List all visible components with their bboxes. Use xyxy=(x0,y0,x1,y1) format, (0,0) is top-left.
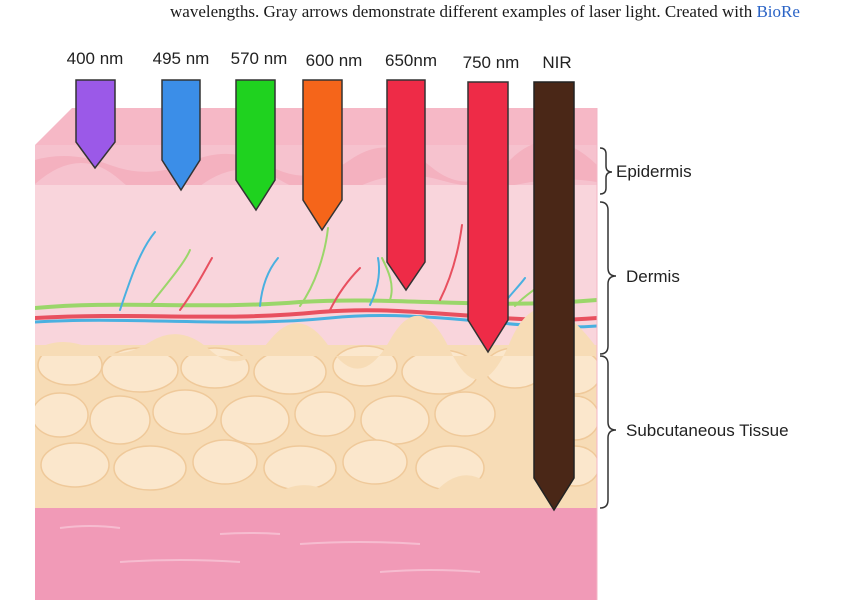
subcutaneous-edge-bottom xyxy=(35,475,597,537)
label-nir: NIR xyxy=(542,53,571,72)
arrow-570nm xyxy=(235,79,276,212)
subcutaneous-bracket xyxy=(599,355,617,509)
subcutaneous-edge-top xyxy=(35,307,597,380)
caption-link[interactable]: BioRe xyxy=(756,2,800,21)
label-400nm: 400 nm xyxy=(67,49,124,68)
label-subcutaneous: Subcutaneous Tissue xyxy=(626,421,789,440)
deep-layer-lines xyxy=(59,525,481,573)
arrow-nir xyxy=(533,81,575,512)
label-dermis: Dermis xyxy=(626,267,680,286)
arrow-495nm xyxy=(161,79,201,192)
deep-layer xyxy=(35,508,597,600)
figure-caption: wavelengths. Gray arrows demonstrate dif… xyxy=(0,0,850,30)
epidermis-bracket xyxy=(599,147,613,195)
arrow-650nm xyxy=(386,79,426,292)
light-arrows xyxy=(75,79,575,512)
label-650nm: 650nm xyxy=(385,51,437,70)
label-epidermis: Epidermis xyxy=(616,162,692,181)
caption-text: wavelengths. Gray arrows demonstrate dif… xyxy=(170,2,757,21)
label-600nm: 600 nm xyxy=(306,51,363,70)
label-750nm: 750 nm xyxy=(463,53,520,72)
dermis-bracket xyxy=(599,201,617,355)
arrow-400nm xyxy=(75,79,116,170)
label-495nm: 495 nm xyxy=(153,49,210,68)
arrow-750nm xyxy=(467,81,509,354)
arrow-600nm xyxy=(302,79,343,232)
label-570nm: 570 nm xyxy=(231,49,288,68)
